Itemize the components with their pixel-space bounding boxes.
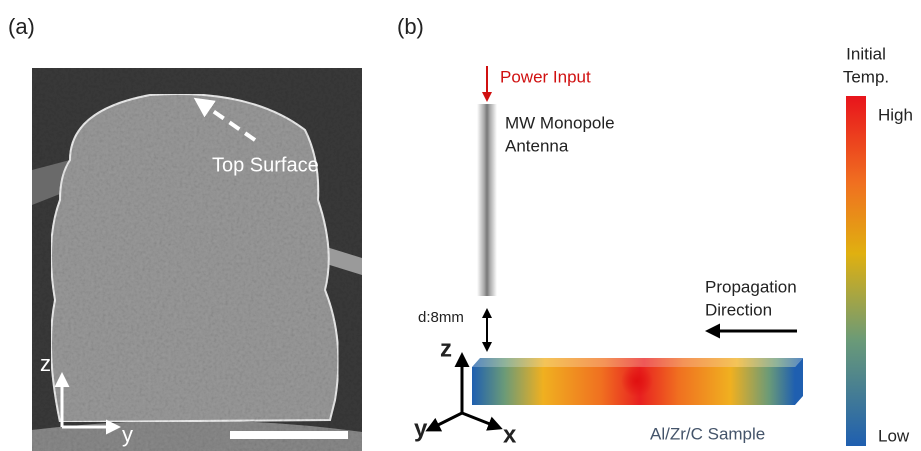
colorbar-high: High bbox=[878, 105, 913, 124]
sample bbox=[472, 358, 803, 405]
colorbar-title: Initial bbox=[846, 44, 886, 63]
panel-label: (a) bbox=[8, 14, 35, 39]
colorbar-title: Temp. bbox=[843, 67, 889, 86]
antenna-label: MW Monopole bbox=[505, 113, 615, 132]
colorbar bbox=[846, 96, 866, 446]
power-input: Power Input bbox=[500, 67, 591, 86]
axis-label: z bbox=[440, 335, 452, 362]
propagation-label: Direction bbox=[705, 300, 772, 319]
sem-image bbox=[32, 68, 362, 451]
figure: (a) Top Surface z y (b) Power Input MW M… bbox=[0, 0, 921, 451]
axis-label: x bbox=[503, 421, 517, 448]
antenna-label: Antenna bbox=[505, 136, 569, 155]
annotation: Top Surface bbox=[212, 154, 319, 176]
colorbar-low: Low bbox=[878, 426, 910, 445]
distance-label: d:8mm bbox=[418, 309, 464, 326]
sample-label: Al/Zr/C Sample bbox=[650, 424, 765, 443]
panel-label: (b) bbox=[397, 14, 424, 39]
axis-label: z bbox=[40, 351, 51, 376]
antenna bbox=[477, 104, 497, 296]
propagation-label: Propagation bbox=[705, 277, 797, 296]
axis-label: y bbox=[414, 415, 428, 442]
axis-label: y bbox=[122, 422, 133, 447]
